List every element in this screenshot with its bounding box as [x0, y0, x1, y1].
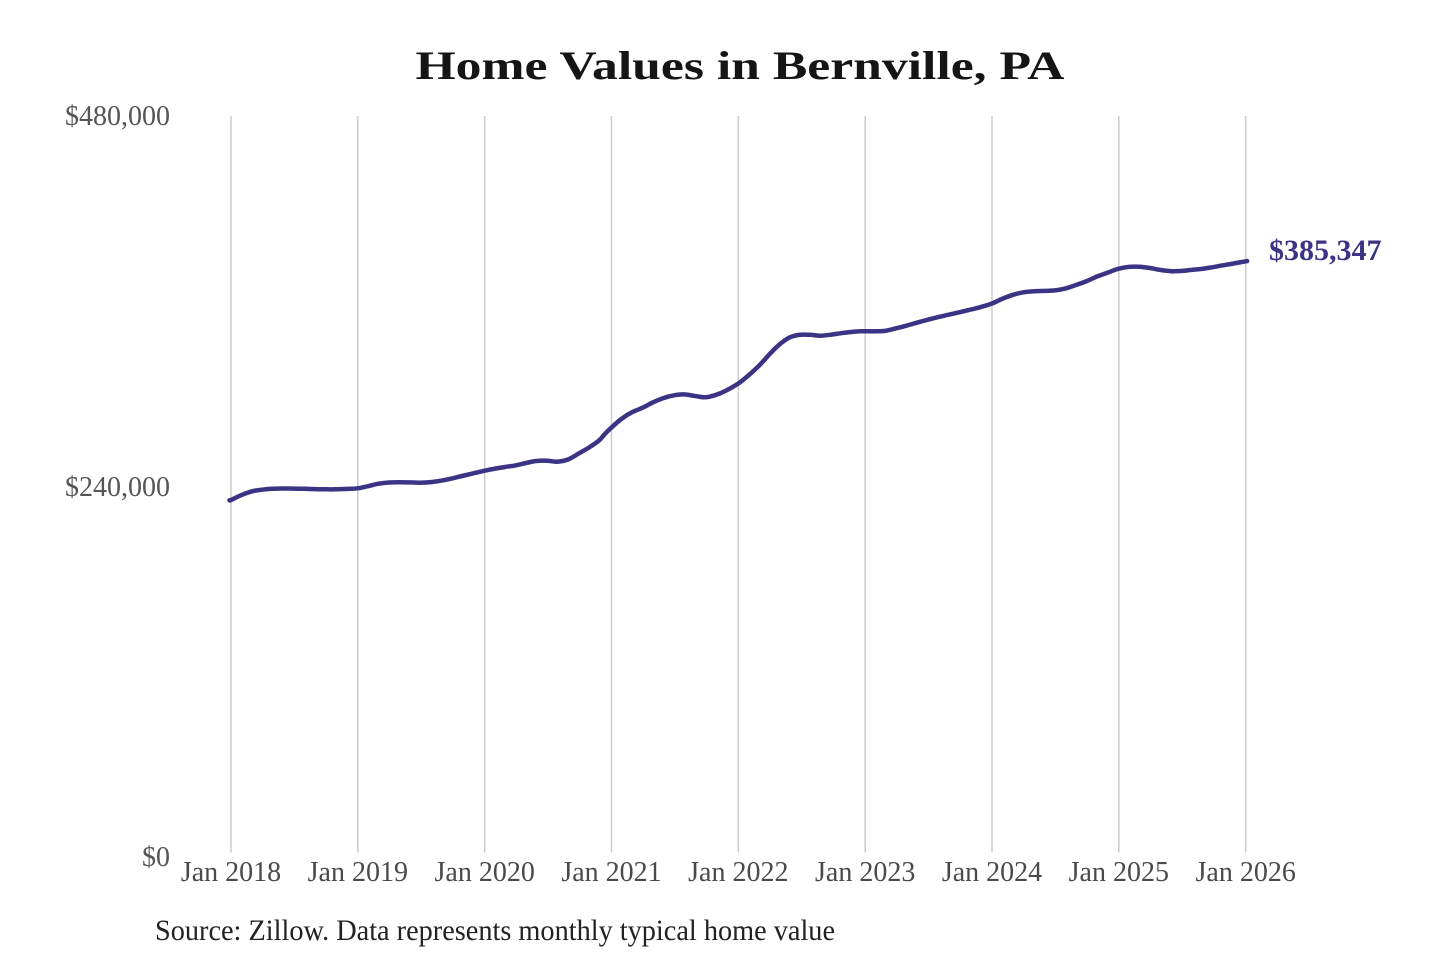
svg-text:Jan 2022: Jan 2022	[688, 857, 788, 888]
svg-text:$0: $0	[142, 842, 170, 873]
svg-text:Jan 2026: Jan 2026	[1196, 857, 1296, 888]
svg-text:Jan 2021: Jan 2021	[561, 857, 661, 888]
svg-text:Jan 2023: Jan 2023	[815, 857, 915, 888]
svg-text:$480,000: $480,000	[65, 101, 170, 132]
svg-text:Jan 2024: Jan 2024	[942, 857, 1042, 888]
svg-text:Jan 2018: Jan 2018	[181, 857, 281, 888]
svg-text:Jan 2019: Jan 2019	[308, 857, 408, 888]
svg-text:Jan 2025: Jan 2025	[1069, 857, 1169, 888]
svg-text:Home Values in Bernville, PA: Home Values in Bernville, PA	[416, 43, 1065, 88]
svg-text:Jan 2020: Jan 2020	[435, 857, 535, 888]
svg-text:$385,347: $385,347	[1269, 234, 1382, 267]
svg-text:Source: Zillow. Data represent: Source: Zillow. Data represents monthly …	[155, 914, 835, 947]
svg-text:$240,000: $240,000	[65, 472, 170, 503]
